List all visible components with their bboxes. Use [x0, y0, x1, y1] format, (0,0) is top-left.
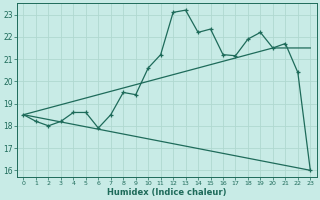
X-axis label: Humidex (Indice chaleur): Humidex (Indice chaleur)	[107, 188, 227, 197]
